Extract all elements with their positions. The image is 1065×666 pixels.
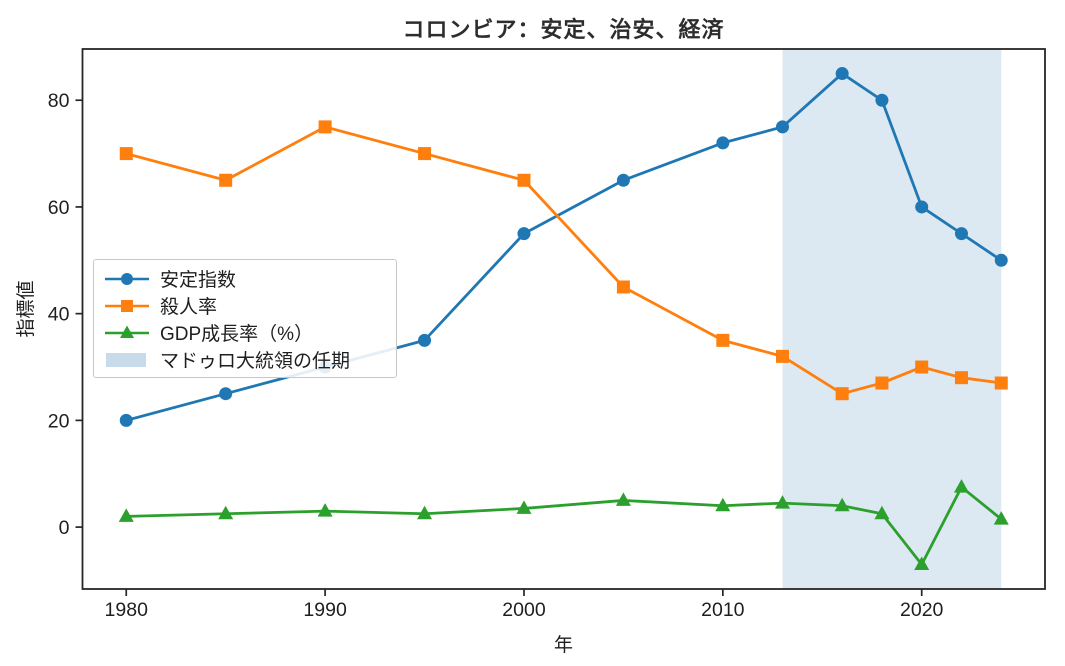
series-1 [119, 120, 1008, 401]
legend-item-maduro-term: マドゥロ大統領の任期 [103, 346, 396, 373]
legend-item-stability-index: 安定指数 [103, 265, 396, 292]
x-tick-label: 2020 [900, 599, 944, 621]
y-tick-label: 80 [48, 90, 70, 112]
x-tick-label: 2000 [502, 599, 546, 621]
legend: 安定指数 殺人率 GDP成長率（%） マドゥロ大統領の任期 [93, 259, 397, 378]
legend-label: 殺人率 [160, 297, 218, 318]
y-tick-label: 60 [48, 197, 70, 219]
y-tick-label: 20 [48, 410, 70, 432]
x-tick-label: 2010 [701, 599, 745, 621]
axes-spines [81, 48, 1046, 590]
legend-label: GDP成長率（%） [160, 324, 314, 345]
x-axis-label: 年 [553, 635, 573, 656]
murder-rate-line-swatch-icon [105, 299, 149, 312]
legend-label: マドゥロ大統領の任期 [160, 351, 351, 372]
series-2 [118, 479, 1009, 570]
maduro-term-band-swatch-icon [106, 352, 146, 367]
x-tick-label: 1980 [105, 599, 149, 621]
maduro-term-band [782, 49, 1002, 589]
legend-item-murder-rate: 殺人率 [103, 292, 396, 319]
legend-label: 安定指数 [160, 270, 237, 291]
axis-ticks: 1980 1990 2000 2010 2020 0 20 40 60 80 [48, 90, 944, 621]
legend-item-gdp-growth: GDP成長率（%） [103, 319, 396, 346]
chart-title: コロンビア：安定、治安、経済 [402, 17, 725, 42]
y-tick-label: 40 [48, 304, 70, 326]
x-tick-label: 1990 [303, 599, 347, 621]
stability-line-swatch-icon [105, 272, 149, 285]
gdp-growth-line-swatch-icon [105, 325, 149, 338]
y-axis-label: 指標値 [16, 280, 37, 338]
y-tick-label: 0 [59, 517, 70, 539]
